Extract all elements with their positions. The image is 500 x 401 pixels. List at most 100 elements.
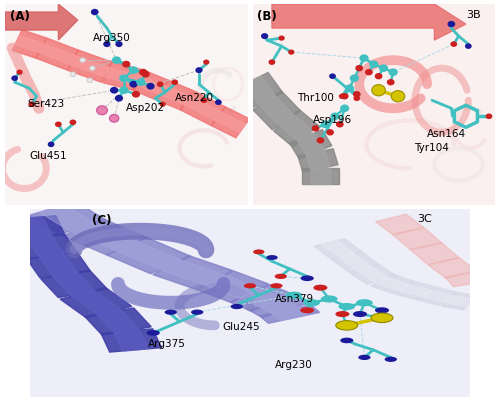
Text: 3B: 3B	[466, 10, 480, 20]
Polygon shape	[160, 86, 190, 105]
Polygon shape	[26, 252, 90, 278]
Circle shape	[450, 41, 457, 47]
Polygon shape	[290, 130, 332, 159]
Circle shape	[230, 304, 243, 309]
Circle shape	[320, 120, 330, 128]
Circle shape	[353, 91, 360, 97]
Circle shape	[119, 87, 128, 94]
Polygon shape	[62, 219, 147, 255]
Circle shape	[164, 310, 177, 315]
Text: Asn164: Asn164	[427, 130, 466, 139]
Polygon shape	[60, 288, 132, 318]
Polygon shape	[322, 241, 354, 257]
Circle shape	[103, 41, 110, 47]
Circle shape	[119, 75, 128, 82]
Circle shape	[110, 114, 118, 122]
Circle shape	[388, 68, 398, 76]
Circle shape	[203, 59, 209, 65]
Circle shape	[300, 275, 314, 281]
Circle shape	[336, 321, 358, 330]
Circle shape	[55, 122, 62, 127]
Circle shape	[330, 112, 340, 120]
Polygon shape	[97, 310, 139, 333]
Circle shape	[375, 307, 389, 313]
Polygon shape	[184, 96, 222, 121]
Polygon shape	[114, 330, 148, 351]
Polygon shape	[84, 308, 152, 335]
Polygon shape	[422, 290, 452, 302]
Polygon shape	[161, 260, 224, 285]
Circle shape	[132, 91, 140, 98]
Circle shape	[266, 255, 278, 260]
Polygon shape	[298, 149, 338, 172]
Polygon shape	[106, 237, 191, 274]
Polygon shape	[237, 73, 282, 108]
Circle shape	[91, 9, 98, 15]
Circle shape	[274, 274, 287, 279]
Circle shape	[112, 56, 121, 64]
Text: (B): (B)	[258, 10, 277, 23]
Circle shape	[122, 61, 130, 67]
Polygon shape	[40, 270, 108, 298]
Polygon shape	[400, 284, 430, 297]
Circle shape	[354, 95, 360, 101]
Polygon shape	[272, 4, 466, 40]
Circle shape	[372, 85, 386, 96]
Circle shape	[374, 73, 382, 79]
Circle shape	[87, 78, 93, 83]
Circle shape	[486, 113, 492, 119]
Circle shape	[339, 93, 345, 99]
Polygon shape	[103, 62, 142, 91]
Polygon shape	[306, 150, 330, 170]
Circle shape	[116, 41, 122, 47]
Circle shape	[356, 65, 363, 71]
Circle shape	[196, 67, 202, 73]
Text: Asp202: Asp202	[126, 103, 165, 113]
Polygon shape	[280, 115, 312, 142]
Polygon shape	[314, 239, 362, 259]
Polygon shape	[371, 274, 415, 294]
Text: Arg375: Arg375	[148, 339, 186, 349]
Text: Tyr104: Tyr104	[414, 144, 450, 153]
Polygon shape	[332, 252, 380, 273]
Circle shape	[345, 85, 354, 92]
Polygon shape	[249, 296, 308, 318]
Circle shape	[244, 283, 256, 288]
Polygon shape	[70, 56, 109, 77]
Circle shape	[80, 58, 86, 63]
Circle shape	[253, 249, 264, 254]
Text: Asp196: Asp196	[313, 115, 352, 125]
Circle shape	[321, 296, 338, 303]
Circle shape	[379, 64, 388, 72]
Text: Arg350: Arg350	[93, 33, 130, 43]
Circle shape	[303, 299, 320, 306]
Polygon shape	[239, 289, 283, 308]
Polygon shape	[14, 233, 78, 259]
Polygon shape	[15, 35, 44, 53]
Circle shape	[371, 313, 393, 322]
Polygon shape	[39, 44, 76, 65]
Circle shape	[336, 121, 344, 128]
Polygon shape	[392, 228, 442, 249]
Circle shape	[465, 43, 471, 49]
Circle shape	[268, 59, 276, 65]
Circle shape	[146, 330, 160, 336]
Circle shape	[338, 303, 355, 310]
Text: Arg230: Arg230	[275, 360, 313, 370]
Polygon shape	[4, 216, 64, 239]
Polygon shape	[244, 76, 276, 104]
Circle shape	[96, 106, 108, 115]
Circle shape	[448, 21, 455, 27]
Circle shape	[365, 69, 373, 75]
Circle shape	[16, 70, 22, 75]
Polygon shape	[53, 272, 95, 296]
Circle shape	[336, 311, 349, 317]
Circle shape	[369, 60, 378, 68]
Circle shape	[312, 125, 320, 132]
Polygon shape	[40, 254, 78, 276]
Circle shape	[288, 50, 294, 55]
Circle shape	[270, 283, 282, 288]
Text: (A): (A)	[10, 10, 29, 23]
Circle shape	[136, 78, 145, 86]
Polygon shape	[156, 80, 193, 110]
